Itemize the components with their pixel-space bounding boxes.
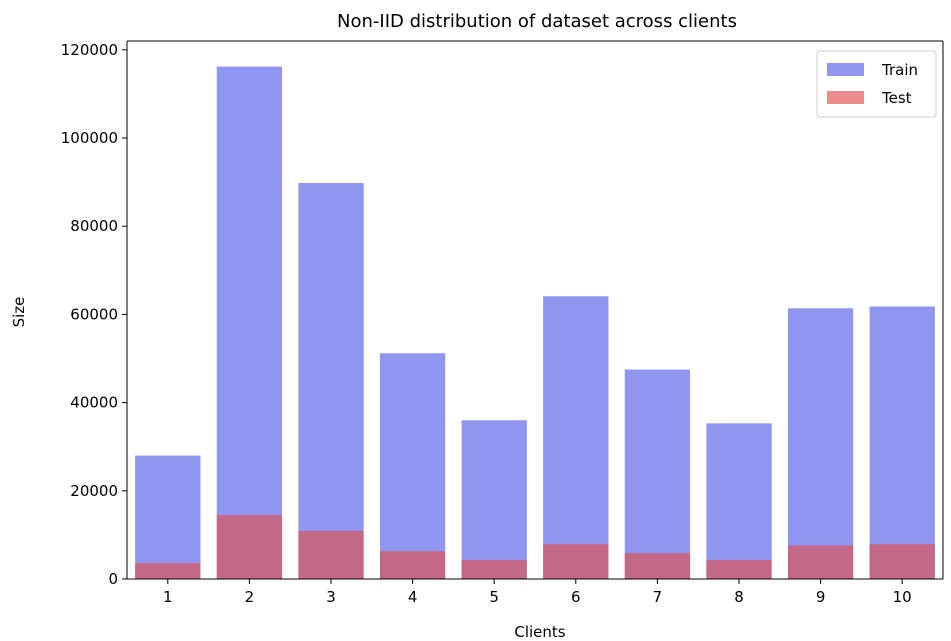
bar-test-1 [135,563,201,579]
x-tick-label: 3 [326,588,336,606]
legend-swatch-train [827,63,864,76]
bar-train-2 [216,66,283,580]
y-tick-label: 100000 [61,129,118,147]
x-tick-label: 8 [734,588,744,606]
bar-test-4 [379,551,446,579]
bar-test-3 [298,530,364,579]
axes: 0 20000 40000 60000 80000 100000 120000 1 2 3 4 5 6 7… [61,40,944,606]
legend-label-test: Test [881,89,912,107]
x-tick-label: 7 [653,588,663,606]
y-axis-label: Size [10,297,28,328]
bar-test-7 [624,552,691,579]
y-tick-label: 120000 [61,41,118,59]
bar-train-7 [624,369,691,579]
bar-test-2 [216,515,283,579]
legend-box [816,50,937,118]
y-tick-label: 40000 [70,394,118,412]
bar-train-4 [379,353,446,579]
bar-test-8 [706,560,772,579]
y-tick-label: 60000 [70,305,118,323]
bar-train-5 [461,420,527,579]
y-tick-label: 80000 [70,217,118,235]
bar-train-8 [706,423,772,579]
x-tick-label: 1 [163,588,173,606]
bar-test-5 [461,560,527,579]
bar-train-1 [135,455,201,579]
x-tick-label: 2 [245,588,255,606]
y-tick-label: 0 [108,570,118,588]
bar-train-10 [869,306,935,579]
chart-title: Non-IID distribution of dataset across c… [337,11,737,32]
bar-test-6 [543,544,609,579]
legend-label-train: Train [881,61,918,79]
x-axis-label: Clients [514,623,565,641]
x-tick-label: 4 [408,588,418,606]
legend-swatch-test [827,91,864,104]
bar-test-9 [787,545,854,579]
y-tick-label: 20000 [70,482,118,500]
x-tick-label: 6 [571,588,581,606]
bar-train-9 [787,308,854,579]
x-tick-label: 5 [489,588,499,606]
bar-train-6 [543,296,609,579]
legend: Train Test [816,50,937,118]
x-tick-label: 10 [893,588,912,606]
x-tick-label: 9 [816,588,826,606]
bar-test-10 [869,544,935,579]
bars-layer [135,66,935,580]
bar-train-3 [298,182,364,580]
